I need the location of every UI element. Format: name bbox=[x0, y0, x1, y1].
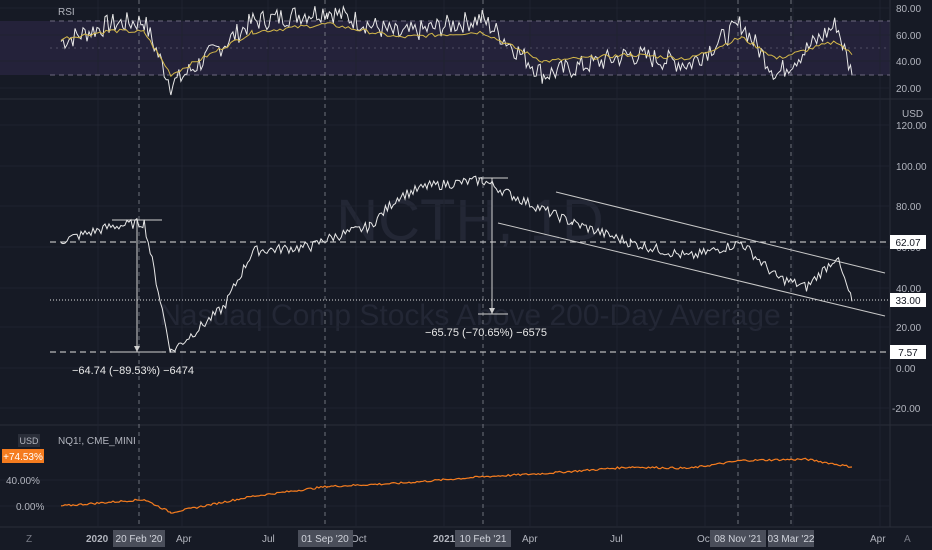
main-tick-80: 80.00 bbox=[896, 202, 921, 213]
nq-percent-badge: +74.53% bbox=[2, 449, 44, 463]
channel-upper-line[interactable] bbox=[555, 191, 886, 274]
time-label-2020: 2020 bbox=[86, 534, 109, 545]
nq-legend: NQ1!, CME_MINI bbox=[58, 436, 136, 447]
price-label-7: 7.57 bbox=[890, 345, 926, 359]
date-marker-3: 10 Feb '21 bbox=[455, 530, 511, 547]
time-label-oct-2: Oct bbox=[697, 534, 713, 545]
rsi-line bbox=[60, 4, 853, 96]
rsi-tick-60: 60.00 bbox=[896, 31, 921, 42]
svg-text:7.57: 7.57 bbox=[898, 348, 918, 359]
svg-text:33.00: 33.00 bbox=[895, 296, 920, 307]
channel-lower-line[interactable] bbox=[497, 222, 886, 317]
svg-text:62.07: 62.07 bbox=[895, 238, 920, 249]
svg-text:+74.53%: +74.53% bbox=[3, 452, 43, 463]
date-marker-2: 01 Sep '20 bbox=[298, 530, 353, 547]
timezone-icon[interactable]: Z bbox=[26, 534, 32, 545]
svg-text:03 Mar '22: 03 Mar '22 bbox=[768, 534, 815, 545]
rsi-tick-20: 20.00 bbox=[896, 84, 921, 95]
rsi-tick-40: 40.00 bbox=[896, 57, 921, 68]
nq-line bbox=[60, 457, 853, 514]
rsi-tick-80: 80.00 bbox=[896, 4, 921, 15]
nq-tick-0: 0.00% bbox=[16, 502, 44, 513]
time-label-2021: 2021 bbox=[433, 534, 456, 545]
svg-text:20 Feb '20: 20 Feb '20 bbox=[116, 534, 163, 545]
measure-label-2: −65.75 (−70.65%) −6575 bbox=[425, 327, 547, 339]
main-tick-40: 40.00 bbox=[896, 284, 921, 295]
time-label-jul: Jul bbox=[262, 534, 275, 545]
rsi-ma-line bbox=[60, 22, 853, 78]
breadth-line bbox=[60, 175, 853, 353]
main-tick-100: 100.00 bbox=[896, 162, 927, 173]
main-tick-0: 0.00 bbox=[896, 364, 916, 375]
date-marker-4: 08 Nov '21 bbox=[710, 530, 766, 547]
main-currency: USD bbox=[902, 109, 923, 120]
auto-scale-icon[interactable]: A bbox=[904, 534, 911, 545]
rsi-title: RSI bbox=[58, 7, 75, 18]
main-tick-120: 120.00 bbox=[896, 121, 927, 132]
main-tick-20: 20.00 bbox=[896, 323, 921, 334]
price-label-62: 62.07 bbox=[890, 235, 926, 249]
nq-tick-40: 40.00% bbox=[6, 476, 40, 487]
time-label-jul-2: Jul bbox=[610, 534, 623, 545]
price-label-33: 33.00 bbox=[890, 293, 926, 307]
date-marker-1: 20 Feb '20 bbox=[113, 530, 165, 547]
svg-text:01 Sep '20: 01 Sep '20 bbox=[301, 534, 349, 545]
svg-text:10 Feb '21: 10 Feb '21 bbox=[460, 534, 507, 545]
time-label-apr: Apr bbox=[176, 534, 192, 545]
main-tick-neg20: -20.00 bbox=[892, 404, 921, 415]
date-marker-5: 03 Mar '22 bbox=[768, 530, 815, 547]
svg-text:08 Nov '21: 08 Nov '21 bbox=[714, 534, 762, 545]
time-label-apr-2: Apr bbox=[522, 534, 538, 545]
svg-text:USD: USD bbox=[19, 436, 39, 446]
nq-currency-badge: USD bbox=[18, 434, 40, 447]
time-label-oct: Oct bbox=[351, 534, 367, 545]
measure-tool-2[interactable] bbox=[478, 177, 508, 315]
measure-label-1: −64.74 (−89.53%) −6474 bbox=[72, 365, 194, 377]
measure-tool-1[interactable] bbox=[112, 219, 162, 353]
time-label-apr-3: Apr bbox=[870, 534, 886, 545]
